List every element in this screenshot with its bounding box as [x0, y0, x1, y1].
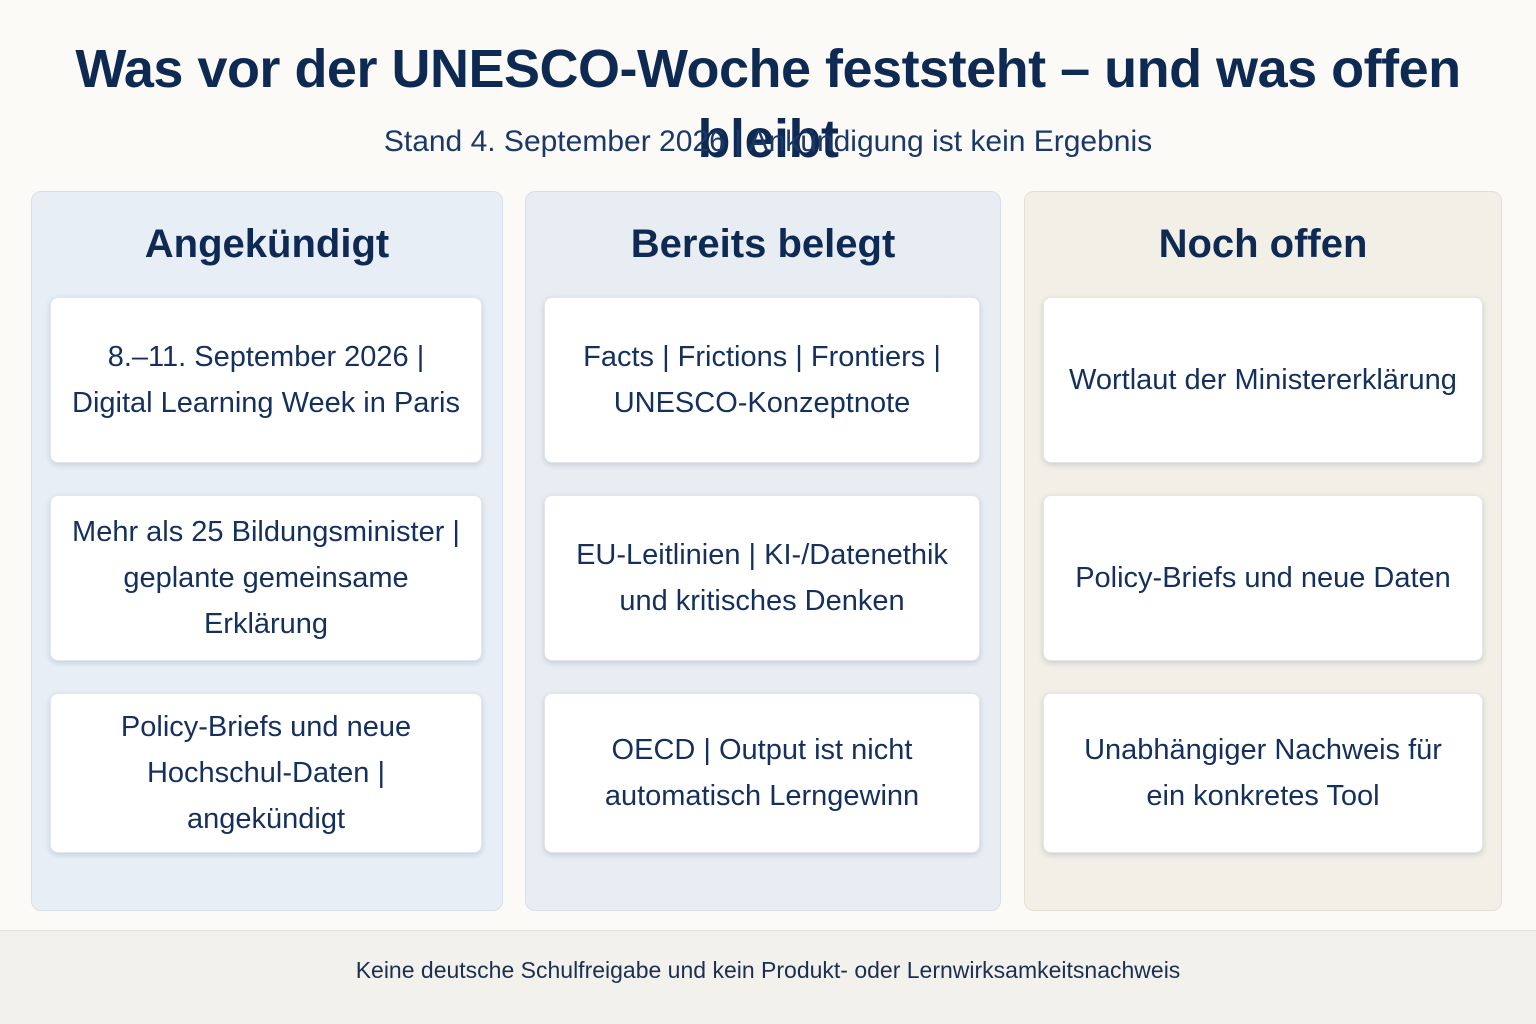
card-text: Policy-Briefs und neue Hochschul-Daten |…: [120, 711, 412, 835]
card-text: Mehr als 25 Bildungsminister | geplante …: [72, 516, 460, 640]
info-card: Unabhängiger Nachweis für ein konkretes …: [1043, 693, 1483, 853]
column-announced: Angekündigt 8.–11. September 2026 | Digi…: [31, 191, 503, 911]
card-text: Wortlaut der Ministererklärung: [1069, 364, 1457, 396]
info-card: 8.–11. September 2026 | Digital Learning…: [50, 297, 482, 463]
info-card: Mehr als 25 Bildungsminister | geplante …: [50, 495, 482, 661]
column-heading: Noch offen: [1158, 222, 1368, 266]
column-heading: Angekündigt: [144, 222, 390, 266]
info-card: Wortlaut der Ministererklärung: [1043, 297, 1483, 463]
footer-note: Keine deutsche Schulfreigabe und kein Pr…: [355, 957, 1181, 983]
column-heading: Bereits belegt: [630, 222, 896, 266]
column-confirmed: Bereits belegt Facts | Frictions | Front…: [525, 191, 1001, 911]
info-card: Facts | Frictions | Frontiers | UNESCO-K…: [544, 297, 980, 463]
info-card: OECD | Output ist nicht automatisch Lern…: [544, 693, 980, 853]
info-card: EU-Leitlinien | KI-/Datenethik und kriti…: [544, 495, 980, 661]
column-open: Noch offen Wortlaut der Ministererklärun…: [1024, 191, 1502, 911]
card-text: Facts | Frictions | Frontiers | UNESCO-K…: [583, 341, 941, 419]
footer-bar: Keine deutsche Schulfreigabe und kein Pr…: [0, 930, 1536, 1024]
info-card: Policy-Briefs und neue Daten: [1043, 495, 1483, 661]
page-subtitle: Stand 4. September 2026 | Ankündigung is…: [383, 125, 1153, 158]
card-text: Unabhängiger Nachweis für ein konkretes …: [1084, 734, 1442, 812]
card-text: EU-Leitlinien | KI-/Datenethik und kriti…: [576, 539, 948, 617]
card-text: OECD | Output ist nicht automatisch Lern…: [604, 734, 920, 812]
card-text: 8.–11. September 2026 | Digital Learning…: [72, 341, 460, 419]
info-card: Policy-Briefs und neue Hochschul-Daten |…: [50, 693, 482, 853]
page-title: Was vor der UNESCO-Woche feststeht – und…: [75, 39, 1461, 169]
card-text: Policy-Briefs und neue Daten: [1075, 562, 1451, 594]
